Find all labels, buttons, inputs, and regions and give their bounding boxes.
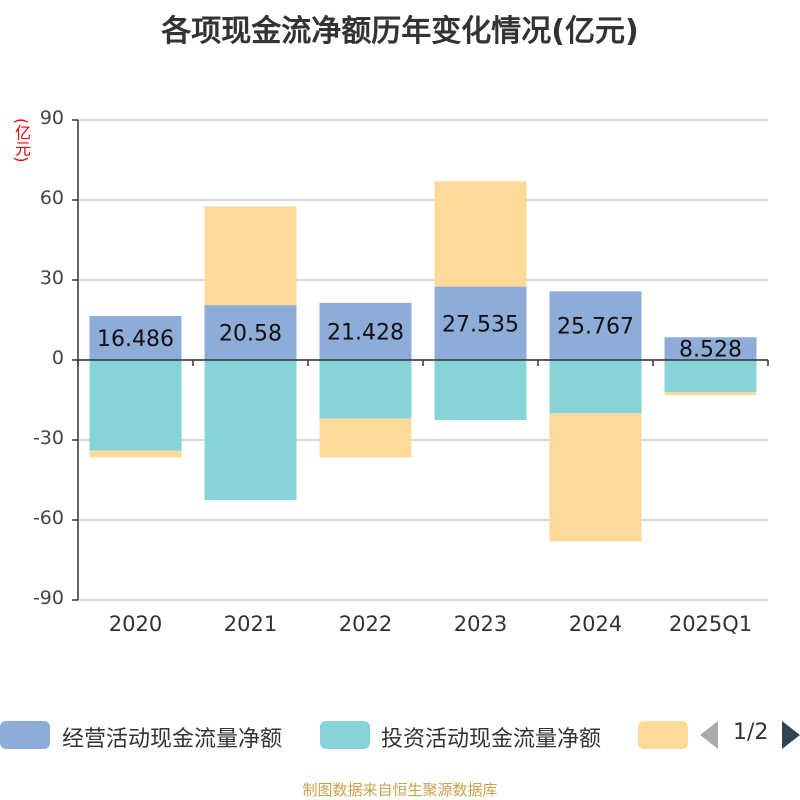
x-tick-label: 2024 — [568, 612, 623, 636]
bar-operating-2023 — [434, 286, 527, 360]
legend-label-operating[interactable]: 经营活动现金流量净额 — [62, 727, 283, 752]
bar-financing-2022 — [319, 418, 412, 458]
bar-operating-2020 — [89, 316, 182, 360]
legend: 经营活动现金流量净额 投资活动现金流量净额 1/2 — [0, 717, 800, 753]
legend-next-page-icon[interactable] — [782, 721, 800, 749]
bar-financing-2024 — [549, 413, 642, 542]
bar-investing-2021 — [204, 360, 297, 500]
bar-investing-2025Q1 — [664, 360, 757, 392]
y-tick-label: -30 — [32, 427, 64, 449]
legend-swatch-operating[interactable] — [0, 721, 50, 749]
bar-operating-2024 — [549, 291, 642, 360]
x-tick-label: 2023 — [453, 612, 508, 636]
y-tick-label: 0 — [51, 347, 64, 369]
legend-swatch-investing[interactable] — [320, 721, 370, 749]
legend-page-indicator: 1/2 — [733, 720, 769, 745]
data-label-operating: 21.428 — [327, 320, 404, 345]
chart-title: 各项现金流净额历年变化情况(亿元) — [161, 14, 639, 49]
data-label-operating: 25.767 — [557, 315, 634, 340]
data-source-footer: 制图数据来自恒生聚源数据库 — [302, 781, 498, 799]
x-tick-label: 2021 — [223, 612, 278, 636]
bar-operating-2025Q1 — [664, 337, 757, 360]
data-label-operating: 16.486 — [97, 327, 174, 352]
bar-investing-2023 — [434, 360, 527, 420]
bar-financing-2025Q1 — [664, 392, 757, 396]
x-tick-label: 2025Q1 — [668, 612, 753, 636]
y-tick-label: -90 — [32, 587, 64, 609]
data-label-operating: 27.535 — [442, 312, 519, 337]
y-tick-label: 90 — [39, 107, 64, 129]
x-tick-label: 2022 — [338, 612, 393, 636]
bar-investing-2024 — [549, 360, 642, 414]
bar-operating-2022 — [319, 302, 412, 360]
bar-operating-2021 — [204, 305, 297, 360]
data-label-operating: 8.528 — [679, 338, 742, 363]
y-axis-unit: (亿元) — [12, 118, 31, 163]
y-tick-label: 60 — [39, 187, 64, 209]
legend-swatch-financing[interactable] — [638, 721, 688, 749]
y-tick-label: 30 — [39, 267, 64, 289]
bar-investing-2022 — [319, 360, 412, 419]
data-label-operating: 20.58 — [219, 322, 282, 347]
x-tick-label: 2020 — [108, 612, 163, 636]
legend-label-investing[interactable]: 投资活动现金流量净额 — [381, 727, 602, 752]
bar-financing-2021 — [204, 206, 297, 306]
bar-investing-2020 — [89, 360, 182, 451]
legend-prev-page-icon[interactable] — [700, 721, 718, 749]
bar-financing-2020 — [89, 450, 182, 458]
bar-financing-2023 — [434, 181, 527, 287]
y-tick-label: -60 — [32, 507, 64, 529]
